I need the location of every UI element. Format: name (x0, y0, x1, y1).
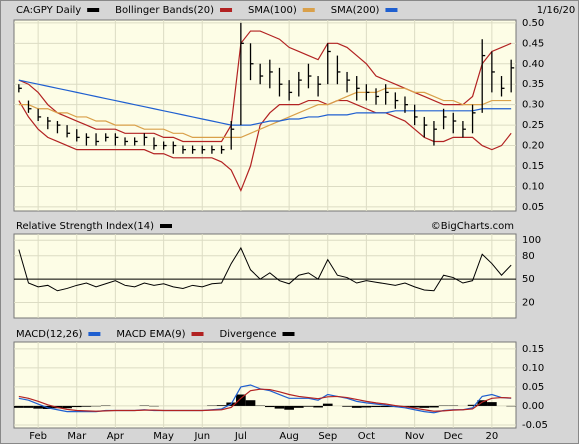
legend-swatch (88, 332, 101, 336)
legend-swatch (385, 8, 398, 12)
divergence-bar (81, 405, 92, 407)
divergence-bar (429, 405, 439, 408)
macd-line (18, 388, 512, 412)
x-tick-label: Feb (29, 431, 47, 442)
y-tick-label: 0.05 (522, 202, 544, 213)
legend-label: MACD EMA(9) (116, 329, 185, 340)
y-tick-label: 0.10 (522, 363, 544, 374)
x-tick-label: May (153, 431, 174, 442)
plot-area (13, 19, 517, 212)
x-tick-label: Jul (234, 431, 247, 442)
divergence-bar (236, 394, 246, 406)
bollinger-upper (18, 30, 512, 143)
divergence-bar (487, 402, 497, 406)
y-tick-label: 0.20 (522, 141, 544, 152)
legend-label: Divergence (220, 329, 277, 340)
divergence-bar (351, 405, 362, 408)
legend-label: MACD(12,26) (16, 329, 83, 340)
legend-swatch (302, 8, 315, 12)
divergence-bar (245, 400, 256, 406)
legend-label: CA:GPY Daily (16, 5, 81, 16)
y-tick-label: 0.00 (522, 401, 544, 412)
legend-label: Relative Strength Index(14) (16, 221, 154, 232)
x-tick-label: Sep (318, 431, 337, 442)
y-tick-label: 80 (522, 251, 535, 262)
x-tick-label: Nov (405, 431, 425, 442)
y-tick-label: 0.40 (522, 59, 544, 70)
sma-line (18, 87, 512, 138)
y-tick-label: 0.15 (522, 161, 544, 172)
divergence-bar (303, 405, 314, 407)
x-tick-label: Aug (279, 431, 299, 442)
y-tick-label: 100 (522, 235, 541, 246)
x-tick-label: 20 (485, 431, 498, 442)
divergence-bar (371, 405, 381, 408)
divergence-bar (216, 405, 227, 406)
y-tick-label: 20 (522, 297, 535, 308)
y-tick-label: -0.05 (522, 420, 548, 431)
y-tick-label: 50 (522, 274, 535, 285)
legend-swatch (220, 8, 233, 12)
divergence-bar (409, 405, 420, 408)
y-tick-label: 0.15 (522, 344, 544, 355)
x-tick-label: Jun (193, 431, 210, 442)
divergence-bar (477, 400, 488, 406)
legend-label: Bollinger Bands(20) (115, 5, 214, 16)
divergence-bar (419, 405, 430, 408)
divergence-bar (342, 405, 352, 407)
x-tick-label: Oct (358, 431, 375, 442)
legend-label: SMA(100) (248, 5, 297, 16)
y-tick-label: 0.30 (522, 100, 544, 111)
divergence-bar (23, 405, 34, 408)
divergence-bar (274, 405, 285, 409)
x-tick-label: Mar (67, 431, 87, 442)
rsi-line (18, 246, 512, 292)
divergence-bar (265, 405, 275, 408)
bollinger-lower (18, 99, 512, 193)
plot-area (13, 233, 517, 319)
y-tick-label: 0.05 (522, 382, 544, 393)
x-tick-label: Apr (107, 431, 125, 442)
legend-swatch (87, 8, 100, 12)
source-label: ©BigCharts.com (431, 221, 514, 232)
y-tick-label: 0.45 (522, 38, 544, 49)
divergence-bar (322, 403, 333, 406)
legend-swatch (282, 332, 295, 336)
sma-line (18, 79, 512, 126)
y-tick-label: 0.10 (522, 181, 544, 192)
divergence-bar (71, 405, 82, 408)
divergence-bar (33, 405, 43, 409)
y-tick-label: 0.50 (522, 18, 544, 29)
divergence-bar (313, 405, 323, 408)
divergence-bar (380, 405, 391, 408)
y-tick-label: 0.35 (522, 79, 544, 90)
divergence-bar (467, 404, 478, 406)
plot-area (13, 341, 517, 429)
y-tick-label: 0.25 (522, 120, 544, 131)
legend-swatch (160, 224, 172, 228)
divergence-bar (14, 405, 24, 408)
divergence-bar (284, 405, 294, 410)
date-label: 1/16/20 (537, 5, 576, 16)
divergence-bar (361, 405, 372, 408)
divergence-bar (293, 405, 304, 408)
legend-label: SMA(200) (331, 5, 380, 16)
divergence-bar (62, 405, 72, 409)
legend-swatch (191, 332, 204, 336)
x-tick-label: Dec (444, 431, 463, 442)
